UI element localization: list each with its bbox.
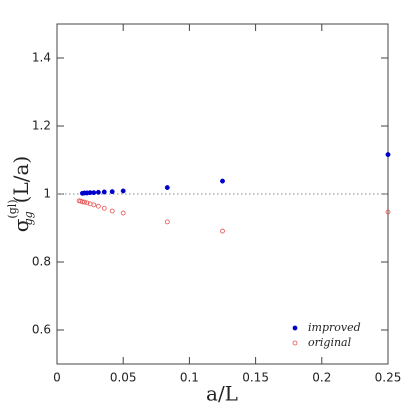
data-point [120,188,126,194]
x-axis-label: a/L [206,382,238,406]
x-tick-label: 0.15 [242,371,269,385]
y-tick-label: 1.4 [32,51,51,65]
data-point [220,178,225,184]
x-tick-label: 0.1 [180,371,199,385]
data-point [101,205,107,211]
data-point [84,200,90,206]
data-point [109,208,115,214]
legend-label: original [308,336,352,349]
y-tick-label: 1 [43,187,51,201]
y-label-sub: gg [22,211,35,225]
data-point [91,190,97,196]
x-tick-label: 0.05 [110,371,137,385]
data-point [385,152,391,158]
y-tick-label: 0.8 [32,255,51,269]
y-tick-label: 0.6 [32,323,51,337]
data-point [95,203,101,209]
y-tick-label: 1.2 [32,119,51,133]
data-point [385,209,391,215]
data-point [164,185,170,190]
data-point [164,219,170,225]
data-point [82,199,87,205]
legend-marker [292,325,298,331]
data-point [220,228,225,234]
y-label-symbol: σ [9,218,33,232]
x-tick-label: 0 [53,371,61,385]
data-point [91,202,97,208]
y-label-sup: (gl) [6,199,19,218]
data-point [95,189,101,195]
data-point [120,210,126,216]
x-tick-label: 0.2 [312,371,331,385]
legend-label: improved [308,321,361,334]
legend-marker [292,340,298,346]
y-label-arg: (L/a) [9,156,33,204]
data-point [80,199,85,205]
data-point [109,189,115,195]
data-point [101,189,107,195]
x-tick-label: 0.25 [375,371,402,385]
y-axis-label: σ(gl) gg (L/a) [6,156,35,232]
